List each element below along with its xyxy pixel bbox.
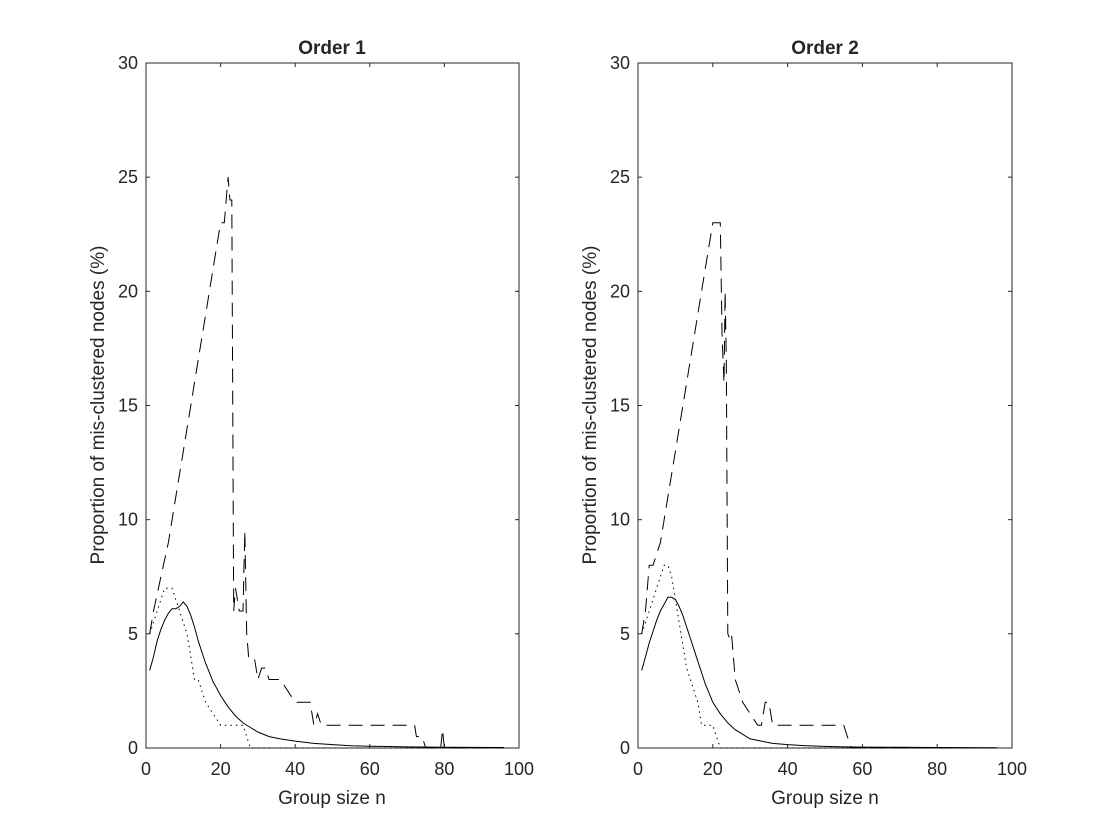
- y-tick-label: 25: [610, 167, 630, 187]
- tick-labels: 0 20 40 60 80 100 0 5 10 15 20 25 30: [610, 53, 1027, 779]
- y-tick-label: 20: [610, 281, 630, 301]
- y-tick-label: 5: [128, 624, 138, 644]
- axes-box: [637, 62, 1013, 749]
- tick-labels: 0 20 40 60 80 100 0 5 10 15 20 25 30: [118, 53, 534, 779]
- y-tick-label: 15: [610, 396, 630, 416]
- y-tick-label: 15: [118, 396, 138, 416]
- y-axis-label: Proportion of mis-clustered nodes (%): [88, 246, 109, 565]
- y-tick-label: 10: [610, 510, 630, 530]
- x-tick-label: 0: [633, 759, 643, 779]
- y-axis-label: Proportion of mis-clustered nodes (%): [580, 246, 601, 565]
- x-tick-label: 60: [852, 759, 872, 779]
- x-tick-label: 0: [141, 759, 151, 779]
- series-line-dashed: [149, 177, 505, 749]
- x-tick-label: 100: [504, 759, 534, 779]
- chart-title: Order 1: [298, 38, 366, 59]
- x-axis-label: Group size n: [771, 788, 879, 809]
- chart-panel-order-1: 0 20 40 60 80 100 0 5 10 15 20 25 30 Order 1 Group s…: [88, 38, 534, 809]
- x-tick-label: 80: [434, 759, 454, 779]
- y-tick-label: 0: [620, 738, 630, 758]
- series-layer: [149, 177, 505, 749]
- x-tick-label: 40: [285, 759, 305, 779]
- series-line-dashed: [641, 222, 997, 749]
- x-tick-label: 20: [211, 759, 231, 779]
- y-tick-label: 0: [128, 738, 138, 758]
- y-tick-label: 25: [118, 167, 138, 187]
- series-layer: [641, 222, 998, 749]
- x-axis-label: Group size n: [278, 788, 386, 809]
- series-line-solid: [149, 601, 505, 748]
- x-tick-label: 20: [703, 759, 723, 779]
- axes-box: [145, 62, 520, 749]
- x-tick-label: 40: [778, 759, 798, 779]
- y-tick-label: 10: [118, 510, 138, 530]
- chart-panel-order-2: 0 20 40 60 80 100 0 5 10 15 20 25 30 Order 2 Group s…: [580, 38, 1027, 809]
- y-tick-label: 30: [610, 53, 630, 73]
- x-tick-label: 80: [927, 759, 947, 779]
- y-tick-label: 5: [620, 624, 630, 644]
- x-tick-label: 100: [997, 759, 1027, 779]
- series-line-solid: [641, 596, 998, 749]
- series-line-dotted: [149, 587, 505, 749]
- chart-title: Order 2: [791, 38, 859, 59]
- x-tick-label: 60: [360, 759, 380, 779]
- y-tick-label: 30: [118, 53, 138, 73]
- tick-marks: [637, 62, 1013, 749]
- y-tick-label: 20: [118, 281, 138, 301]
